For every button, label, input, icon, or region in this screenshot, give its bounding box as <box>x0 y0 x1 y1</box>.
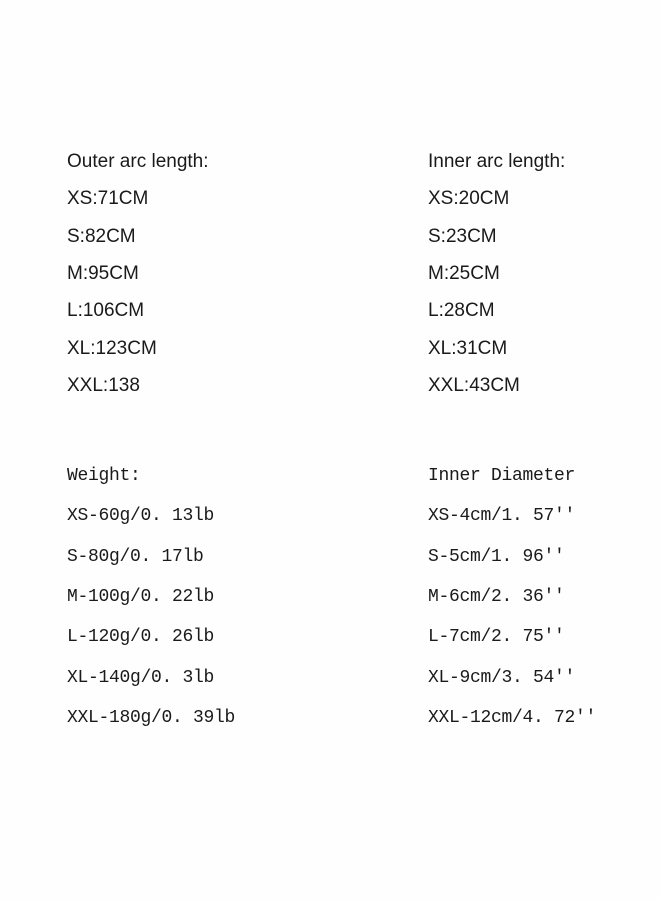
inner-diameter-row: M-6cm/2. 36'' <box>428 586 565 607</box>
weight-row: XS-60g/0. 13lb <box>67 506 215 527</box>
weight-row: M-100g/0. 22lb <box>67 586 215 607</box>
inner-diameter-row: S-5cm/1. 96'' <box>428 546 565 567</box>
weight-row: S-80g/0. 17lb <box>67 546 204 567</box>
outer-arc-row: XXL:138 <box>67 374 140 396</box>
outer-arc-row: L:106CM <box>67 300 145 322</box>
outer-arc-row: XL:123CM <box>67 337 157 359</box>
inner-arc-row: XXL:43CM <box>428 374 520 396</box>
weight-row: L-120g/0. 26lb <box>67 627 215 648</box>
inner-arc-row: XS:20CM <box>428 188 510 210</box>
inner-diameter-row: XXL-12cm/4. 72'' <box>428 707 597 728</box>
inner-arc-row: S:23CM <box>428 225 497 247</box>
inner-diameter-row: XS-4cm/1. 57'' <box>428 506 576 527</box>
inner-arc-row: XL:31CM <box>428 337 508 359</box>
weight-row: XL-140g/0. 3lb <box>67 667 215 688</box>
outer-arc-row: M:95CM <box>67 262 139 284</box>
outer-arc-row: S:82CM <box>67 225 136 247</box>
weight-row: XXL-180g/0. 39lb <box>67 707 236 728</box>
inner-diameter-title: Inner Diameter <box>428 466 576 486</box>
inner-diameter-row: L-7cm/2. 75'' <box>428 627 565 648</box>
inner-arc-title: Inner arc length: <box>428 151 566 172</box>
inner-diameter-row: XL-9cm/3. 54'' <box>428 667 576 688</box>
outer-arc-title: Outer arc length: <box>67 151 209 172</box>
outer-arc-row: XS:71CM <box>67 188 149 210</box>
inner-arc-row: L:28CM <box>428 300 495 322</box>
inner-arc-row: M:25CM <box>428 262 500 284</box>
weight-title: Weight: <box>67 466 141 486</box>
